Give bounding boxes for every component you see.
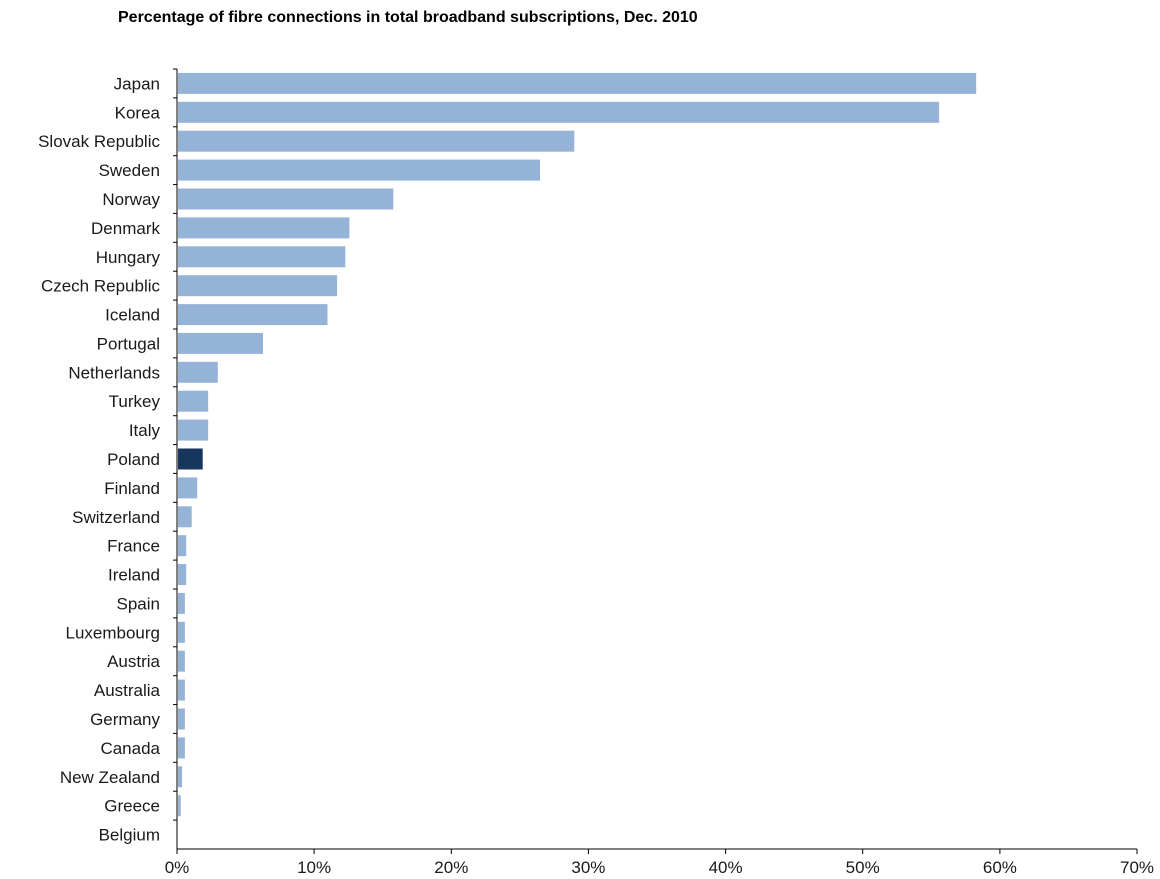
x-tick-labels: 0% 10% 20% 30% 40% 50% 60% 70% — [165, 858, 1154, 877]
bar-new-zealand — [178, 766, 183, 788]
x-tick-label-70: 70% — [1120, 858, 1154, 877]
x-tick-label-60: 60% — [983, 858, 1017, 877]
bars-group — [178, 72, 977, 817]
category-label-greece: Greece — [104, 797, 160, 816]
category-label-spain: Spain — [117, 594, 160, 613]
axes-group — [173, 68, 1138, 854]
bar-austria — [178, 650, 185, 672]
category-label-switzerland: Switzerland — [72, 508, 160, 527]
x-tick-label-50: 50% — [846, 858, 880, 877]
x-tick-label-40: 40% — [709, 858, 743, 877]
category-label-canada: Canada — [100, 739, 160, 758]
bar-france — [178, 535, 187, 557]
bar-canada — [178, 737, 185, 759]
x-tick-label-0: 0% — [165, 858, 190, 877]
category-label-ireland: Ireland — [108, 566, 160, 585]
category-label-luxembourg: Luxembourg — [65, 623, 160, 642]
bar-portugal — [178, 332, 263, 354]
bar-luxembourg — [178, 621, 185, 643]
category-label-korea: Korea — [115, 103, 161, 122]
category-label-italy: Italy — [129, 421, 161, 440]
bar-norway — [178, 188, 394, 210]
bar-iceland — [178, 304, 328, 326]
chart-title: Percentage of fibre connections in total… — [118, 9, 698, 26]
category-label-sweden: Sweden — [99, 161, 160, 180]
category-labels: Japan Korea Slovak Republic Sweden Norway Den… — [38, 74, 160, 844]
category-label-hungary: Hungary — [96, 248, 161, 267]
category-label-new-zealand: New Zealand — [60, 768, 160, 787]
category-label-czech-republic: Czech Republic — [41, 277, 161, 296]
bar-turkey — [178, 390, 209, 412]
category-label-netherlands: Netherlands — [68, 363, 160, 382]
bar-slovak-republic — [178, 130, 575, 152]
bar-finland — [178, 477, 198, 499]
bar-netherlands — [178, 361, 218, 383]
category-label-denmark: Denmark — [91, 219, 160, 238]
category-label-norway: Norway — [102, 190, 160, 209]
x-tick-label-30: 30% — [571, 858, 605, 877]
category-label-poland: Poland — [107, 450, 160, 469]
bar-spain — [178, 592, 185, 614]
category-label-iceland: Iceland — [105, 306, 160, 325]
bar-ireland — [178, 564, 187, 586]
category-label-austria: Austria — [107, 652, 160, 671]
category-label-turkey: Turkey — [109, 392, 161, 411]
bar-greece — [178, 795, 181, 817]
bar-poland — [178, 448, 203, 470]
bar-denmark — [178, 217, 350, 239]
category-label-germany: Germany — [90, 710, 160, 729]
bar-japan — [178, 72, 977, 94]
x-tick-label-20: 20% — [434, 858, 468, 877]
category-label-portugal: Portugal — [97, 334, 160, 353]
bar-czech-republic — [178, 275, 338, 297]
category-label-australia: Australia — [94, 681, 161, 700]
bar-italy — [178, 419, 209, 441]
bar-sweden — [178, 159, 541, 181]
x-tick-label-10: 10% — [297, 858, 331, 877]
bar-switzerland — [178, 506, 192, 528]
category-label-japan: Japan — [114, 74, 160, 93]
category-label-slovak-republic: Slovak Republic — [38, 132, 160, 151]
bar-australia — [178, 679, 185, 701]
category-label-belgium: Belgium — [99, 826, 160, 845]
category-label-france: France — [107, 537, 160, 556]
bar-korea — [178, 101, 940, 123]
bar-hungary — [178, 246, 346, 268]
bar-germany — [178, 708, 185, 730]
category-label-finland: Finland — [104, 479, 160, 498]
